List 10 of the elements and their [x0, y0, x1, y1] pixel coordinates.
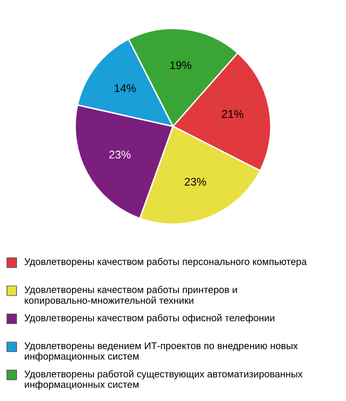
- legend-label: Удовлетворены качеством работы офисной телефонии: [24, 314, 274, 324]
- legend-label: Удовлетворены ведением ИТ-проектов по внедрению новых информационных систем: [24, 342, 298, 362]
- legend-label: Удовлетворены работой существующих автоматизированных информационных систем: [24, 370, 303, 390]
- data-label: 14%: [114, 84, 136, 92]
- data-label: 19%: [170, 61, 192, 70]
- data-label: 23%: [109, 150, 131, 159]
- legend-label: Удовлетворены качеством работы персонального компьютера: [24, 258, 307, 267]
- legend-label: Удовлетворены качеством работы принтеров и копировально-множительной техники: [24, 286, 237, 306]
- data-label: 23%: [184, 178, 206, 186]
- data-label: 21%: [222, 110, 244, 118]
